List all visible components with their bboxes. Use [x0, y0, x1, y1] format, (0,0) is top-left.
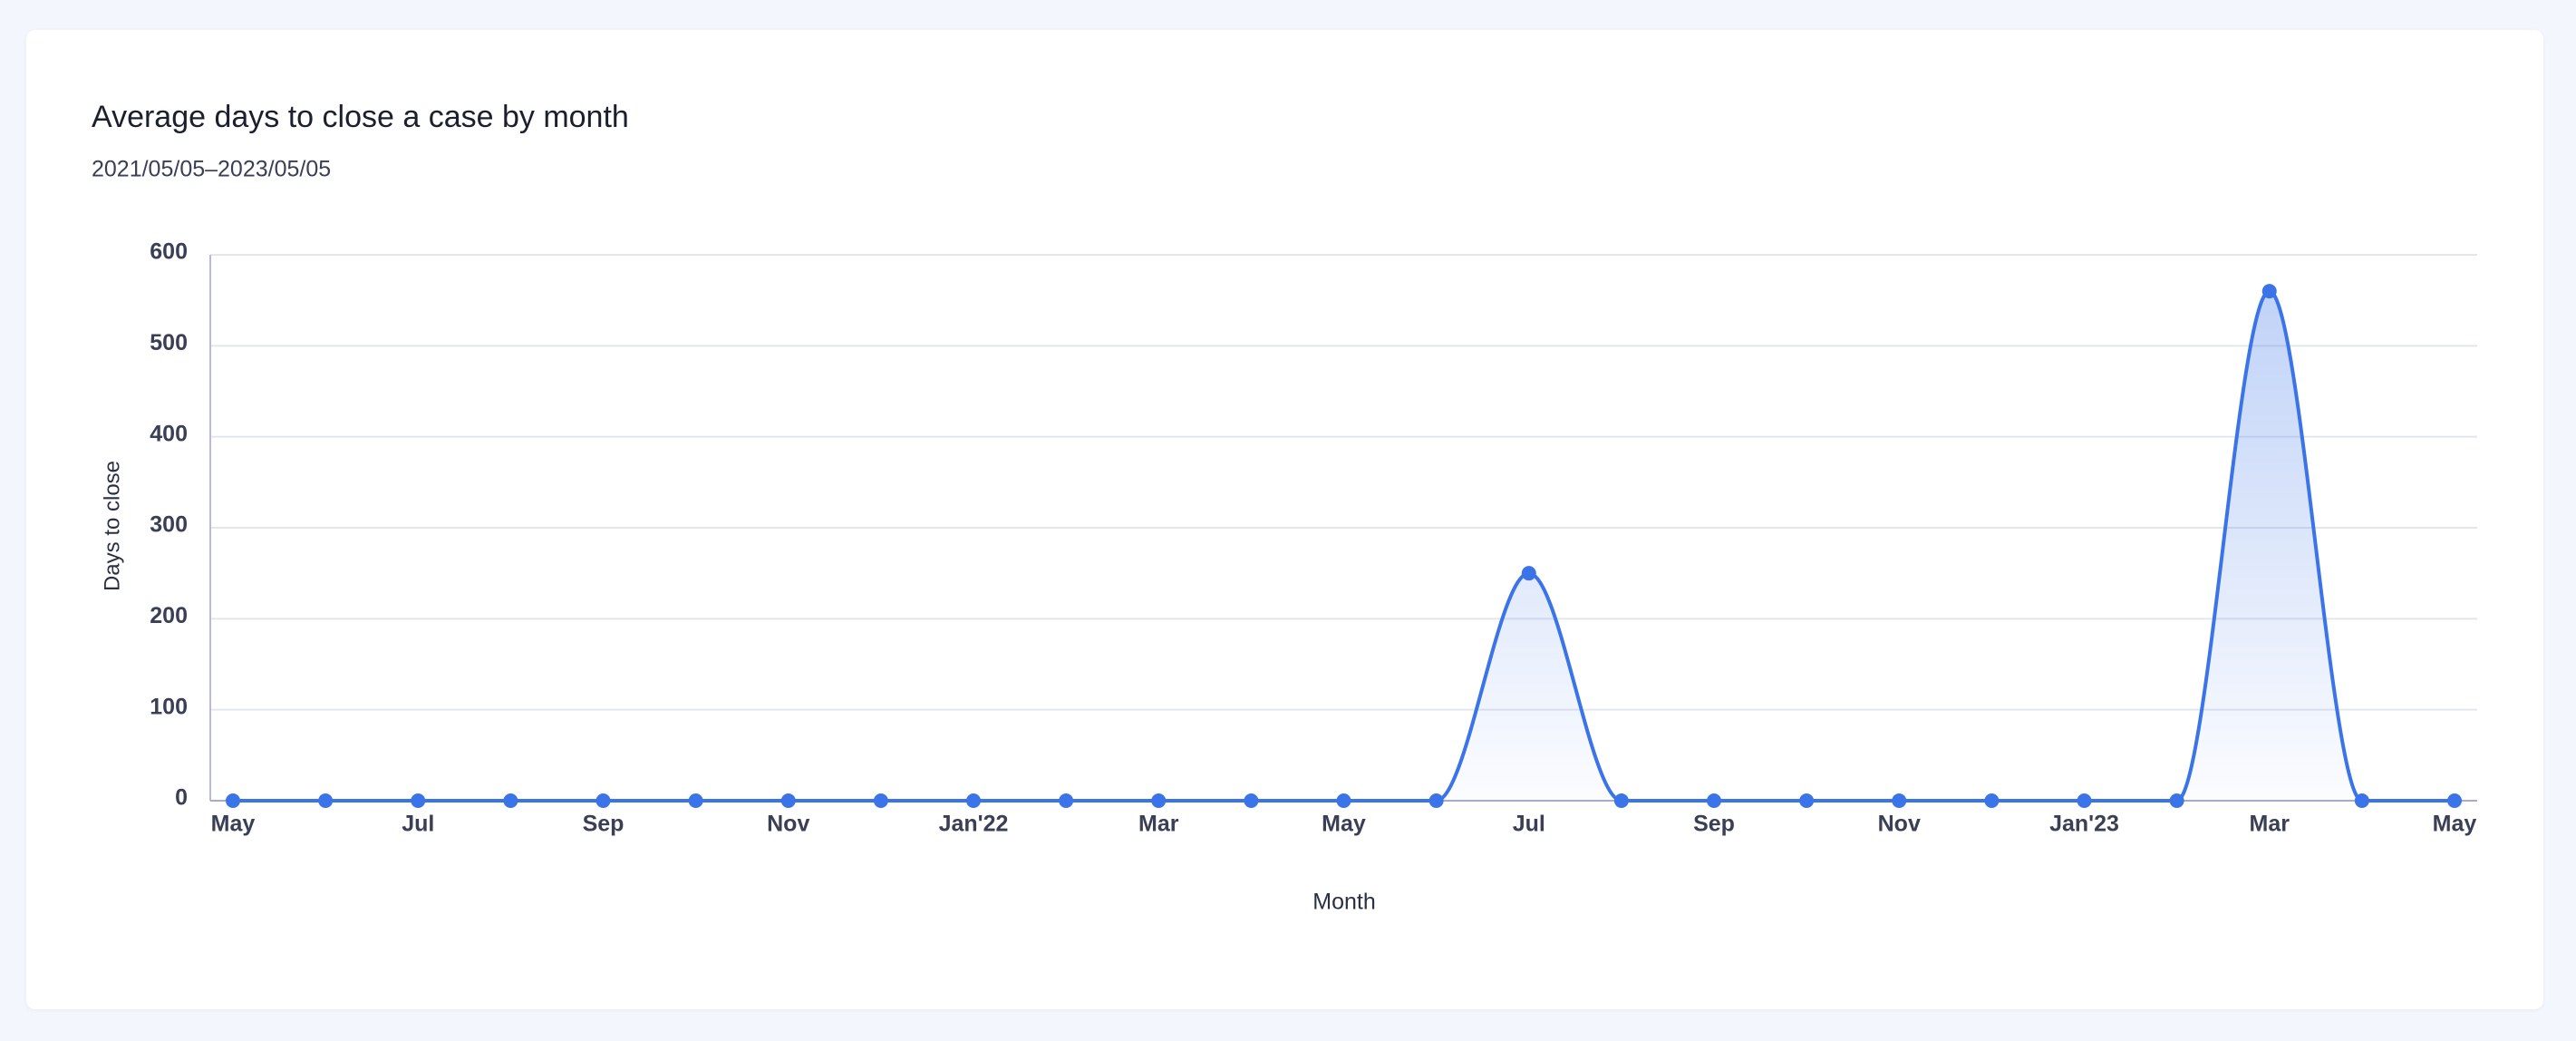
point: [1244, 793, 1259, 808]
point: [596, 793, 611, 808]
point: [1613, 793, 1629, 808]
y-tick-label: 100: [150, 694, 188, 719]
point: [2447, 793, 2462, 808]
point: [2077, 793, 2092, 808]
y-tick-label: 500: [150, 330, 188, 355]
x-tick-label: Jan'23: [2049, 812, 2119, 837]
point: [2169, 793, 2184, 808]
point: [226, 793, 240, 808]
y-axis-title: Days to close: [100, 461, 124, 591]
point: [1799, 793, 1815, 808]
point: [1707, 793, 1721, 808]
point: [1984, 793, 2000, 808]
line: [233, 289, 2455, 803]
y-tick-label: 200: [150, 603, 188, 628]
point: [1151, 793, 1167, 808]
x-tick-label: May: [2433, 812, 2477, 837]
point: [1892, 793, 1907, 808]
point: [966, 793, 981, 808]
chart-card: [26, 30, 2543, 1009]
y-tick-label: 400: [150, 421, 188, 446]
point: [318, 793, 334, 808]
point: [1521, 566, 1536, 581]
x-tick-label: Sep: [1693, 812, 1735, 837]
point: [503, 793, 518, 808]
point: [2354, 793, 2369, 808]
chart-title: Average days to close a case by month: [92, 100, 629, 134]
x-tick-label: Jul: [1513, 812, 1545, 837]
x-tick-label: Sep: [583, 812, 625, 837]
point: [780, 793, 796, 808]
y-tick-label: 300: [150, 512, 188, 538]
x-tick-label: Jan'22: [939, 812, 1009, 837]
chart-subtitle: 2021/05/05–2023/05/05: [92, 157, 331, 182]
x-axis-title: Month: [1312, 890, 1375, 915]
x-tick-label: Mar: [1138, 812, 1179, 837]
y-tick-label: 600: [150, 239, 188, 265]
x-tick-label: Jul: [402, 812, 434, 837]
point: [1336, 793, 1351, 808]
area: [233, 291, 2455, 802]
x-tick-label: May: [211, 812, 256, 837]
x-tick-label: Nov: [1878, 812, 1921, 837]
point: [2261, 284, 2277, 299]
x-tick-label: Mar: [2250, 812, 2290, 837]
point: [873, 793, 888, 808]
point: [688, 793, 703, 808]
x-tick-label: Nov: [767, 812, 809, 837]
point: [1059, 793, 1074, 808]
point: [411, 793, 426, 808]
point: [1428, 793, 1444, 808]
x-tick-label: May: [1322, 812, 1366, 837]
y-tick-label: 0: [175, 785, 188, 811]
